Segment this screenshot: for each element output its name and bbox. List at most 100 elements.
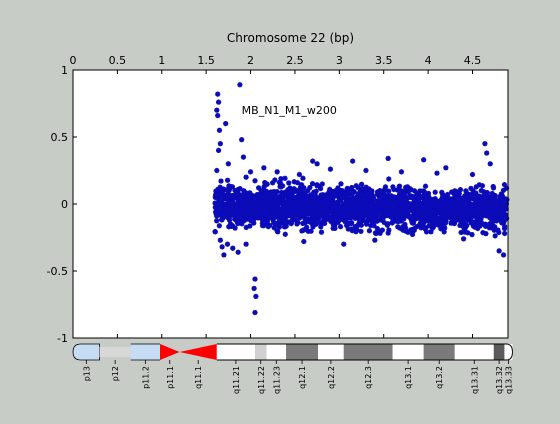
data-point — [355, 222, 361, 229]
data-point — [216, 209, 222, 215]
data-point — [263, 207, 269, 214]
data-point — [259, 204, 265, 211]
data-point — [493, 217, 499, 223]
data-point — [396, 183, 403, 189]
data-point — [291, 207, 297, 213]
data-point — [331, 194, 337, 200]
data-point — [277, 193, 283, 199]
data-point — [297, 196, 303, 202]
data-point — [245, 200, 251, 207]
ideogram-band-label: q11.22 — [257, 366, 266, 394]
data-point — [304, 224, 310, 230]
data-point — [233, 194, 240, 201]
data-point — [352, 224, 358, 230]
ideogram-band — [504, 344, 513, 360]
data-point — [223, 121, 229, 127]
data-point — [375, 227, 381, 234]
data-point — [308, 228, 314, 234]
data-point — [225, 212, 231, 218]
data-point — [437, 210, 443, 216]
data-point — [367, 192, 373, 198]
data-point — [215, 99, 222, 105]
data-point — [338, 181, 344, 187]
data-point — [437, 206, 443, 212]
data-point — [340, 207, 346, 214]
data-point — [472, 190, 478, 197]
data-point — [318, 229, 325, 235]
data-point — [392, 206, 398, 212]
data-point — [422, 183, 429, 189]
plot-frame — [72, 69, 509, 339]
data-point — [390, 184, 396, 190]
ideogram-band — [454, 344, 494, 360]
data-point — [341, 211, 347, 217]
data-point — [296, 171, 302, 178]
data-point — [256, 201, 263, 207]
data-point — [430, 197, 437, 203]
data-point — [311, 191, 317, 197]
data-point — [411, 209, 418, 216]
data-point — [280, 217, 286, 223]
data-point — [395, 224, 401, 230]
data-point — [484, 212, 491, 218]
ideogram-band-label: q13.31 — [470, 366, 479, 394]
x-tick-label: 0.5 — [109, 54, 127, 67]
data-point — [214, 167, 220, 174]
data-point — [457, 187, 464, 193]
data-point — [452, 188, 458, 195]
data-point — [341, 189, 348, 196]
data-point — [503, 185, 510, 191]
data-point — [362, 208, 368, 214]
data-point — [477, 215, 484, 222]
data-point — [320, 213, 326, 219]
data-point — [289, 217, 295, 223]
data-point — [252, 276, 258, 282]
data-point — [301, 196, 308, 203]
ideogram-band — [392, 344, 424, 360]
data-point — [480, 197, 487, 203]
data-point — [212, 209, 219, 215]
data-point — [302, 216, 308, 222]
data-point — [487, 195, 493, 202]
data-point — [224, 177, 231, 183]
data-point — [388, 200, 395, 207]
data-point — [422, 202, 428, 208]
x-axis: 0 0.5 1 1.5 2 2.5 3 3.5 4 4.5 — [70, 54, 481, 338]
data-point — [477, 223, 483, 229]
data-point — [442, 220, 448, 226]
data-point — [251, 285, 257, 292]
data-point — [261, 165, 267, 171]
data-point — [351, 189, 357, 195]
data-point — [426, 218, 432, 224]
data-point — [373, 212, 380, 219]
data-point — [385, 155, 391, 162]
data-point — [373, 202, 379, 208]
data-point — [458, 229, 464, 236]
data-point — [421, 191, 427, 197]
data-point — [496, 248, 502, 254]
data-point — [484, 150, 490, 156]
data-point — [274, 189, 280, 195]
ideogram-band-label: p11.2 — [141, 366, 150, 389]
data-point — [486, 225, 492, 231]
data-point — [362, 200, 368, 206]
data-point — [366, 198, 373, 204]
data-point — [217, 237, 223, 243]
data-point — [354, 226, 360, 233]
data-point — [457, 222, 463, 229]
data-point — [315, 199, 321, 205]
ideogram-band — [266, 344, 287, 360]
data-point — [397, 191, 403, 197]
data-point — [345, 226, 351, 232]
data-point — [350, 203, 357, 209]
data-point — [366, 228, 372, 234]
data-point — [212, 229, 218, 235]
data-point — [276, 197, 283, 203]
data-point — [335, 193, 341, 199]
data-point — [447, 208, 453, 214]
data-point — [370, 214, 376, 220]
data-point — [240, 154, 247, 160]
data-point — [371, 197, 377, 203]
data-point — [423, 229, 430, 235]
data-point — [462, 213, 468, 219]
